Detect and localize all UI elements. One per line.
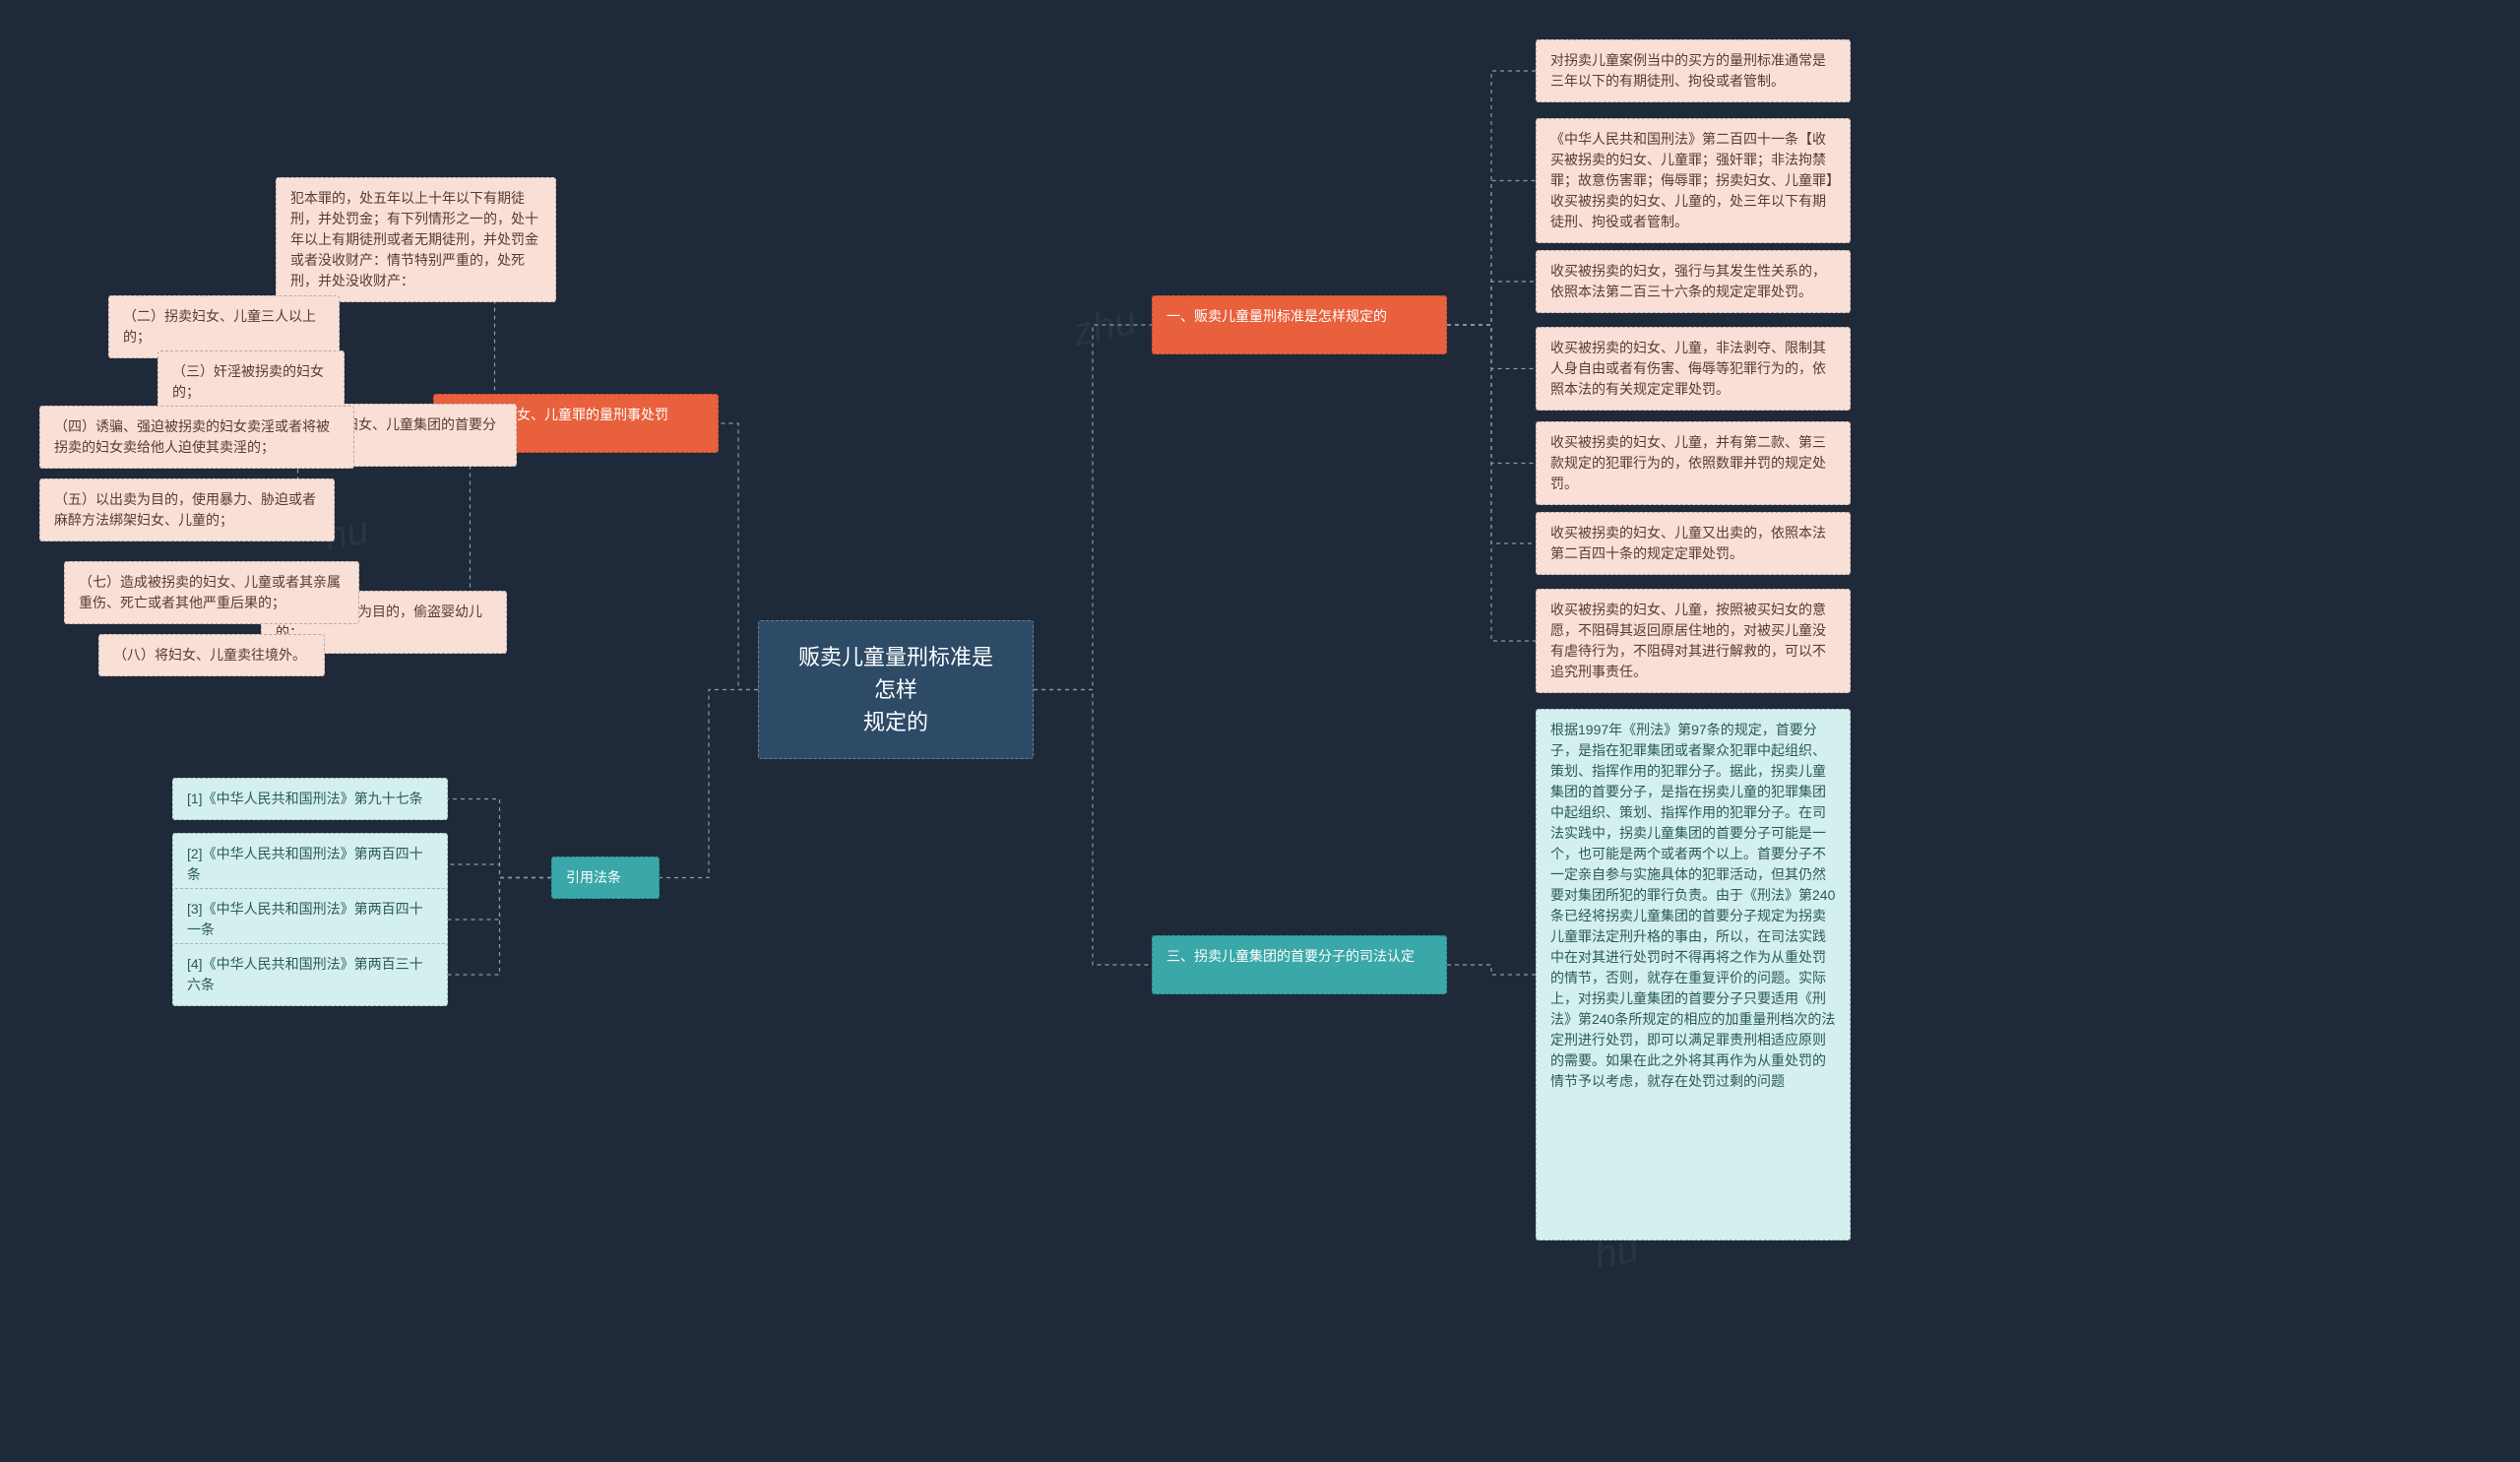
node-text: [1]《中华人民共和国刑法》第九十七条 xyxy=(187,791,423,806)
node-text: 引用法条 xyxy=(566,869,621,885)
watermark: zhu xyxy=(1069,299,1140,355)
node-text: 收买被拐卖的妇女、儿童，非法剥夺、限制其人身自由或者有伤害、侮辱等犯罪行为的，依… xyxy=(1550,340,1826,397)
r2a-node: 根据1997年《刑法》第97条的规定，首要分子，是指在犯罪集团或者聚众犯罪中起组… xyxy=(1536,709,1851,1240)
l2c-node: [3]《中华人民共和国刑法》第两百四十一条 xyxy=(172,888,448,951)
r2-node: 三、拐卖儿童集团的首要分子的司法认定 xyxy=(1152,935,1447,994)
l1c2-node: （八）将妇女、儿童卖往境外。 xyxy=(98,634,325,676)
l1c1-node: （七）造成被拐卖的妇女、儿童或者其亲属重伤、死亡或者其他严重后果的； xyxy=(64,561,359,624)
r1c-node: 收买被拐卖的妇女，强行与其发生性关系的，依照本法第二百三十六条的规定定罪处罚。 xyxy=(1536,250,1851,313)
root-line: 贩卖儿童量刑标准是怎样 xyxy=(788,641,1003,706)
node-text: 一、贩卖儿童量刑标准是怎样规定的 xyxy=(1166,308,1387,324)
root-line: 规定的 xyxy=(788,706,1003,738)
node-text: 收买被拐卖的妇女、儿童，并有第二款、第三款规定的犯罪行为的，依照数罪并罚的规定处… xyxy=(1550,434,1826,491)
l2a-node: [1]《中华人民共和国刑法》第九十七条 xyxy=(172,778,448,820)
node-text: 收买被拐卖的妇女、儿童，按照被买妇女的意愿，不阻碍其返回原居住地的，对被买儿童没… xyxy=(1550,602,1826,679)
node-text: [3]《中华人民共和国刑法》第两百四十一条 xyxy=(187,901,423,937)
node-text: [2]《中华人民共和国刑法》第两百四十条 xyxy=(187,846,423,882)
node-text: 《中华人民共和国刑法》第二百四十一条【收买被拐卖的妇女、儿童罪；强奸罪；非法拘禁… xyxy=(1550,131,1833,229)
node-text: （七）造成被拐卖的妇女、儿童或者其亲属重伤、死亡或者其他严重后果的； xyxy=(79,574,341,610)
l2d-node: [4]《中华人民共和国刑法》第两百三十六条 xyxy=(172,943,448,1006)
node-text: （二）拐卖妇女、儿童三人以上的； xyxy=(123,308,316,345)
node-text: （三）奸淫被拐卖的妇女的； xyxy=(172,363,324,400)
r1e-node: 收买被拐卖的妇女、儿童，并有第二款、第三款规定的犯罪行为的，依照数罪并罚的规定处… xyxy=(1536,421,1851,505)
node-text: （四）诱骗、强迫被拐卖的妇女卖淫或者将被拐卖的妇女卖给他人迫使其卖淫的； xyxy=(54,418,330,455)
l1b4-node: （五）以出卖为目的，使用暴力、胁迫或者麻醉方法绑架妇女、儿童的； xyxy=(39,478,335,541)
node-text: 收买被拐卖的妇女，强行与其发生性关系的，依照本法第二百三十六条的规定定罪处罚。 xyxy=(1550,263,1826,299)
node-text: 根据1997年《刑法》第97条的规定，首要分子，是指在犯罪集团或者聚众犯罪中起组… xyxy=(1550,722,1835,1089)
r1b-node: 《中华人民共和国刑法》第二百四十一条【收买被拐卖的妇女、儿童罪；强奸罪；非法拘禁… xyxy=(1536,118,1851,243)
root-node: 贩卖儿童量刑标准是怎样规定的 xyxy=(758,620,1034,759)
l1b1-node: （二）拐卖妇女、儿童三人以上的； xyxy=(108,295,340,358)
l1b3-node: （四）诱骗、强迫被拐卖的妇女卖淫或者将被拐卖的妇女卖给他人迫使其卖淫的； xyxy=(39,406,354,469)
r1d-node: 收买被拐卖的妇女、儿童，非法剥夺、限制其人身自由或者有伤害、侮辱等犯罪行为的，依… xyxy=(1536,327,1851,411)
l1b2-node: （三）奸淫被拐卖的妇女的； xyxy=(158,350,345,413)
r1g-node: 收买被拐卖的妇女、儿童，按照被买妇女的意愿，不阻碍其返回原居住地的，对被买儿童没… xyxy=(1536,589,1851,693)
l2-node: 引用法条 xyxy=(551,857,660,899)
node-text: 犯本罪的，处五年以上十年以下有期徒刑，并处罚金；有下列情形之一的，处十年以上有期… xyxy=(290,190,538,288)
node-text: （八）将妇女、儿童卖往境外。 xyxy=(113,647,306,663)
l1a-node: 犯本罪的，处五年以上十年以下有期徒刑，并处罚金；有下列情形之一的，处十年以上有期… xyxy=(276,177,556,302)
r1-node: 一、贩卖儿童量刑标准是怎样规定的 xyxy=(1152,295,1447,354)
node-text: [4]《中华人民共和国刑法》第两百三十六条 xyxy=(187,956,423,992)
r1f-node: 收买被拐卖的妇女、儿童又出卖的，依照本法第二百四十条的规定定罪处罚。 xyxy=(1536,512,1851,575)
node-text: （五）以出卖为目的，使用暴力、胁迫或者麻醉方法绑架妇女、儿童的； xyxy=(54,491,316,528)
l2b-node: [2]《中华人民共和国刑法》第两百四十条 xyxy=(172,833,448,896)
r1a-node: 对拐卖儿童案例当中的买方的量刑标准通常是三年以下的有期徒刑、拘役或者管制。 xyxy=(1536,39,1851,102)
node-text: 收买被拐卖的妇女、儿童又出卖的，依照本法第二百四十条的规定定罪处罚。 xyxy=(1550,525,1826,561)
node-text: 三、拐卖儿童集团的首要分子的司法认定 xyxy=(1166,948,1415,964)
node-text: 对拐卖儿童案例当中的买方的量刑标准通常是三年以下的有期徒刑、拘役或者管制。 xyxy=(1550,52,1826,89)
